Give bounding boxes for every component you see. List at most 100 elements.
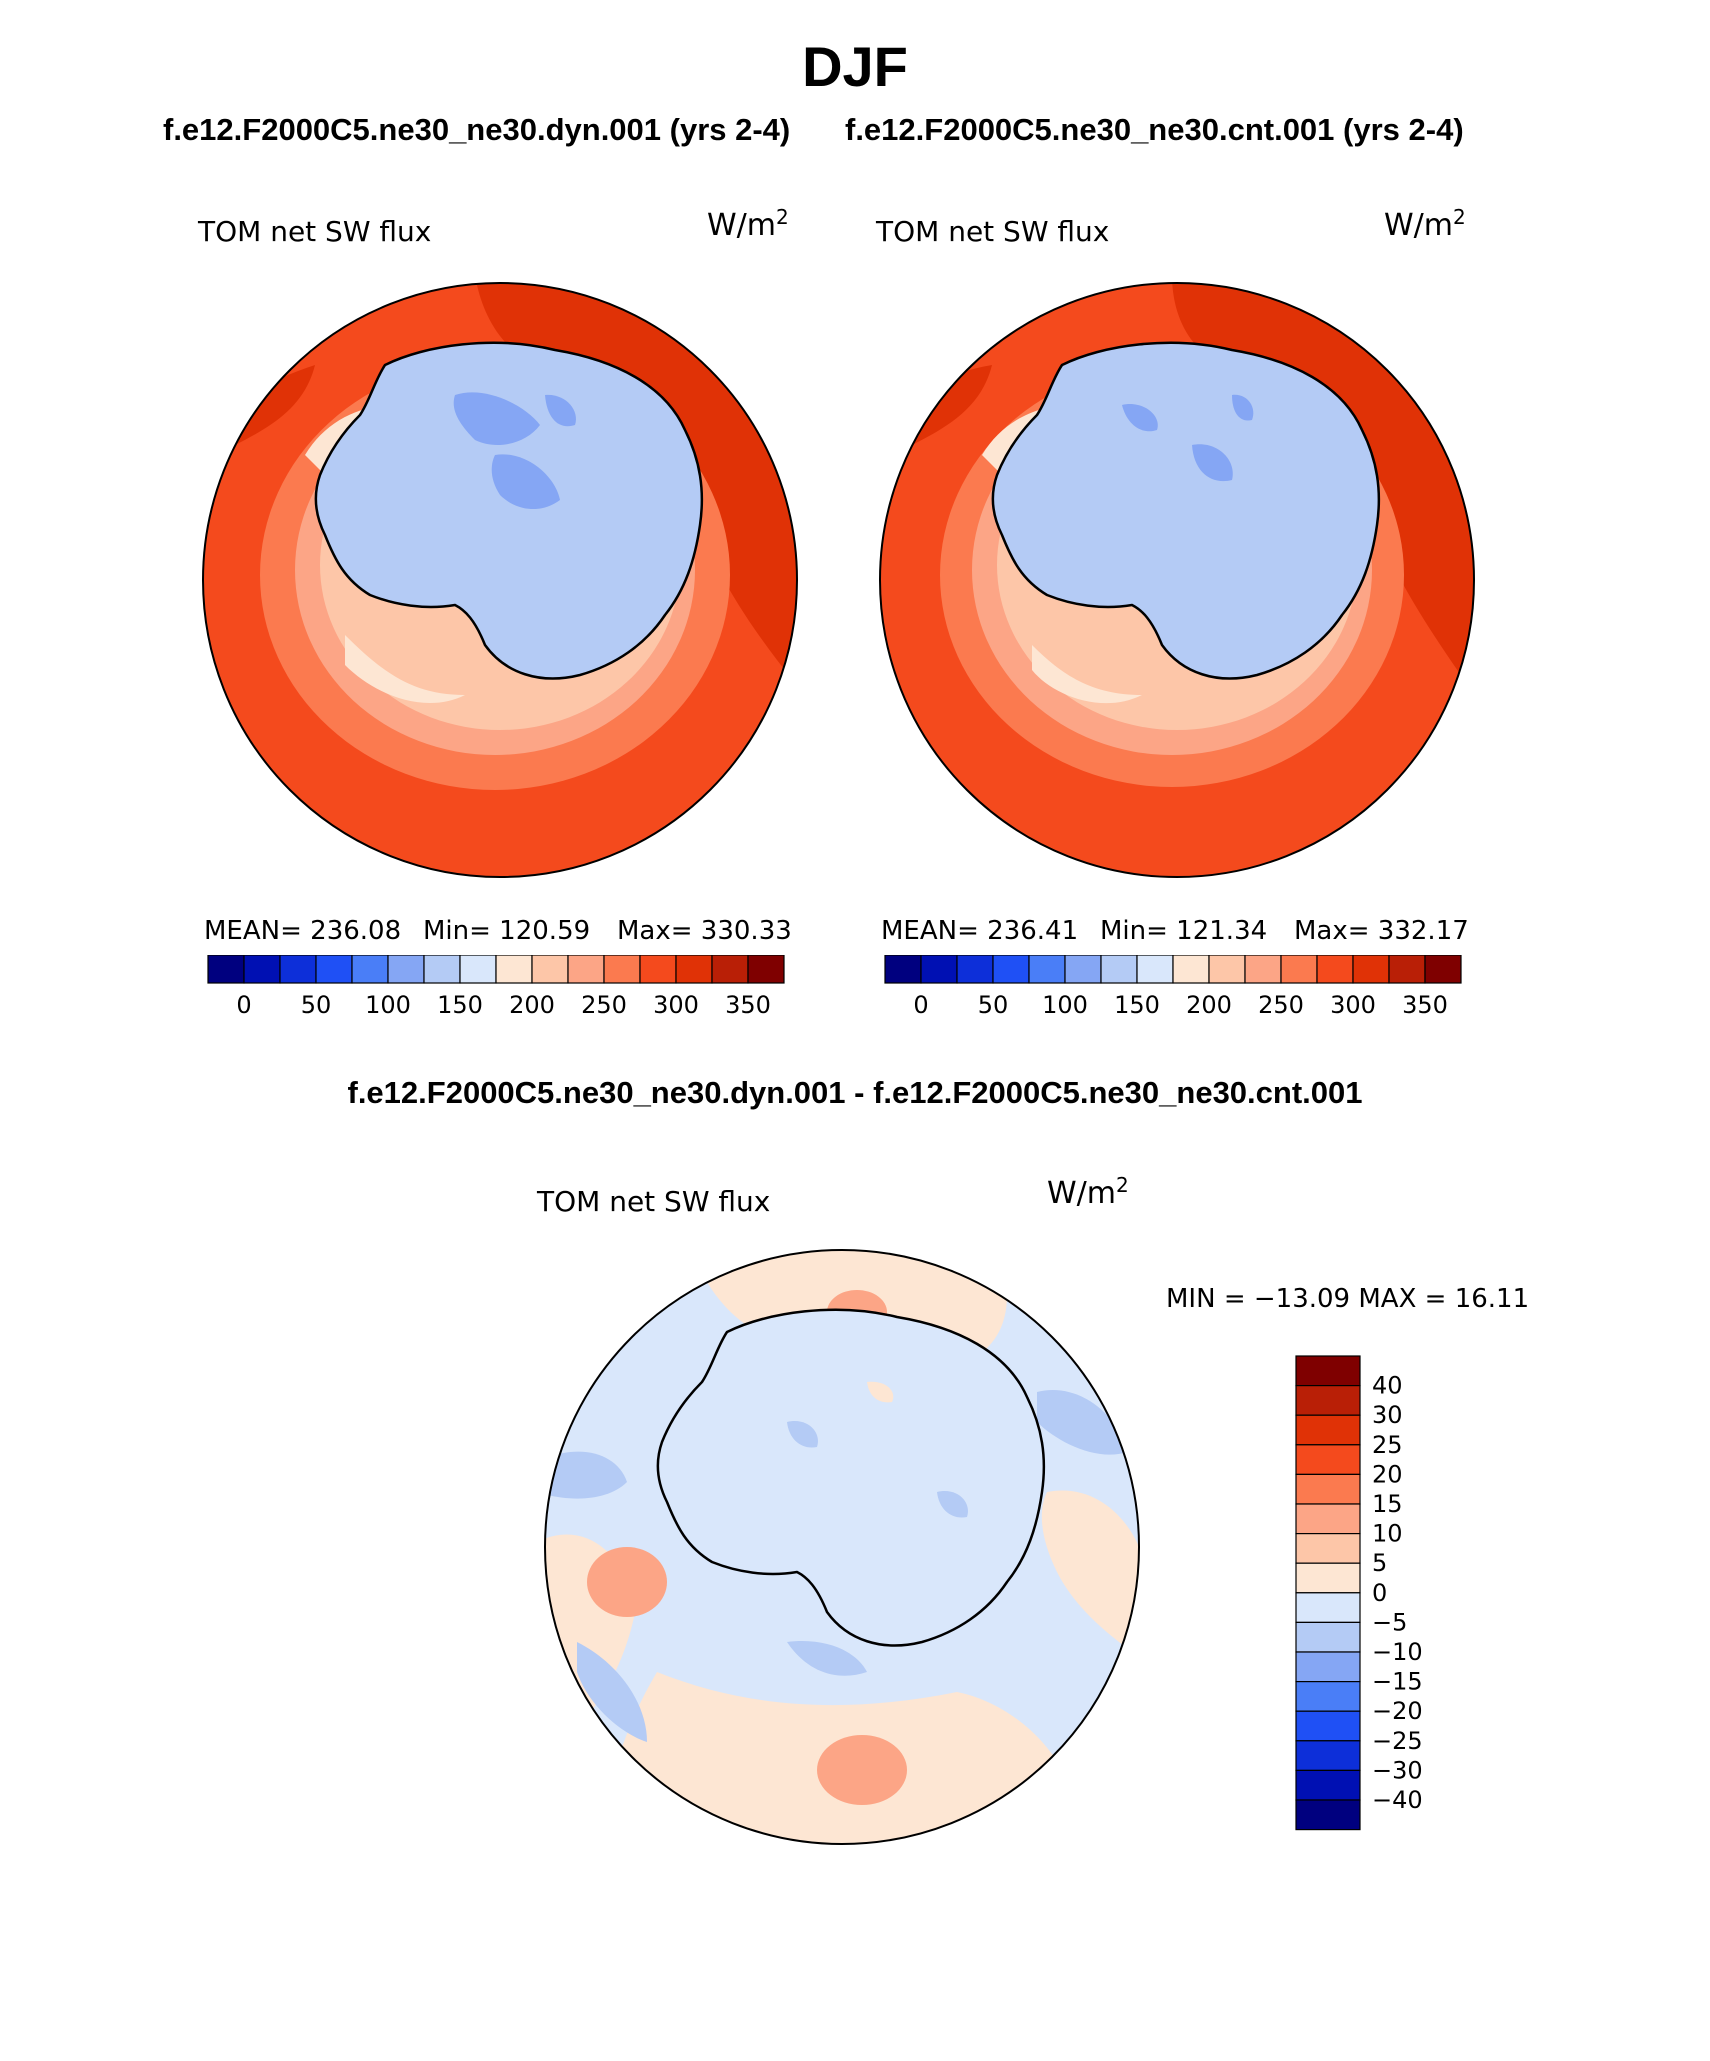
colorbar-tick-label: 0 [913,991,928,1019]
colorbar-swatch [711,955,749,984]
colorbar-swatch [1295,1710,1361,1742]
panel2-units-label: W/m2 [1384,205,1466,243]
colorbar-swatch [992,955,1030,984]
colorbar-swatch [603,955,641,984]
colorbar-swatch [1295,1621,1361,1653]
map-negative-anomaly [937,1491,968,1518]
colorbar-swatch [747,955,785,984]
colorbar-swatch [920,955,958,984]
colorbar-swatch [423,955,461,984]
season-title: DJF [802,35,908,98]
map-low-flux-region [1232,394,1254,421]
colorbar-tick-label: 250 [1258,991,1304,1019]
panel2-max-label: Max= 332.17 [1294,916,1469,946]
colorbar-tick-label: 50 [978,991,1009,1019]
colorbar-swatch [1172,955,1210,984]
map-boundary-circle [202,282,798,878]
map-negative-anomaly [1037,1390,1127,1455]
colorbar-swatch [1388,955,1426,984]
colorbar-tick-label: 200 [1186,991,1232,1019]
colorbar-tick-label: 200 [509,991,555,1019]
colorbar-swatch [1295,1444,1361,1476]
map-low-flux-region [545,394,576,427]
panel1-mean-label: MEAN= 236.08 [204,916,402,946]
colorbar-tick-label: 300 [1330,991,1376,1019]
colorbar-tick-label: 350 [725,991,771,1019]
panel1-max-label: Max= 330.33 [617,916,792,946]
panel3-difference-polar-map [544,1249,1140,1845]
colorbar-tick-label: 30 [1372,1401,1403,1429]
colorbar-swatch [1295,1414,1361,1446]
colorbar-swatch [1295,1769,1361,1801]
colorbar-swatch [1295,1799,1361,1831]
antarctica-landmass [656,1308,1046,1647]
colorbar-swatch [459,955,497,984]
panel1-colorbar: 0 50 100 150 200 250 300 350 [207,955,785,1019]
colorbar-swatch [884,955,922,984]
panel2-min-label: Min= 121.34 [1100,916,1268,946]
panel1-units-label: W/m2 [707,205,789,243]
colorbar-swatch [1244,955,1282,984]
colorbar-swatch [1208,955,1246,984]
colorbar-swatch [351,955,389,984]
colorbar-tick-label: 350 [1402,991,1448,1019]
map-negative-anomaly [577,1642,647,1742]
colorbar-swatch [1136,955,1174,984]
map-low-flux-region [1122,404,1158,432]
colorbar-tick-label: 250 [581,991,627,1019]
map-low-flux-region [453,392,540,445]
antarctica-landmass [991,341,1381,680]
map-boundary-circle [879,282,1475,878]
right-case-title: f.e12.F2000C5.ne30_ne30.cnt.001 (yrs 2-4… [845,112,1464,147]
colorbar-swatch [1295,1681,1361,1712]
colorbar-tick-label: 5 [1372,1549,1387,1577]
map-positive-anomaly [1041,1490,1139,1662]
panel1-min-label: Min= 120.59 [423,916,591,946]
colorbar-swatch [1424,955,1462,984]
colorbar-swatch [1028,955,1066,984]
colorbar-tick-label: −40 [1372,1786,1423,1814]
colorbar-swatch [1280,955,1318,984]
colorbar-swatch [1295,1473,1361,1505]
colorbar-swatch [1295,1592,1361,1624]
map-transition-band [345,635,465,704]
panel3-units-label: W/m2 [1047,1173,1129,1211]
colorbar-tick-label: 0 [236,991,251,1019]
colorbar-tick-label: 25 [1372,1431,1403,1459]
colorbar-swatch [956,955,994,984]
map-negative-anomaly [787,1421,818,1448]
colorbar-tick-label: 100 [1042,991,1088,1019]
colorbar-tick-label: 150 [1114,991,1160,1019]
colorbar-swatch [1352,955,1390,984]
colorbar-tick-label: −10 [1372,1638,1423,1666]
colorbar-tick-label: 15 [1372,1490,1403,1518]
colorbar-swatch [495,955,533,984]
panel2-variable-label: TOM net SW flux [876,215,1110,248]
colorbar-swatch [531,955,569,984]
colorbar-swatch [567,955,605,984]
map-boundary-circle [544,1249,1140,1845]
colorbar-swatch [1295,1355,1361,1387]
map-positive-anomaly [817,1735,907,1805]
colorbar-swatch [1295,1651,1361,1683]
map-positive-anomaly [867,1381,894,1403]
colorbar-tick-label: 50 [301,991,332,1019]
colorbar-swatch [243,955,281,984]
map-low-flux-region [491,454,560,510]
colorbar-swatch [1295,1562,1361,1594]
colorbar-swatch [207,955,245,984]
colorbar-swatch [1295,1385,1361,1416]
map-positive-anomaly [587,1547,667,1617]
panel3-variable-label: TOM net SW flux [537,1185,771,1218]
colorbar-swatch [675,955,713,984]
colorbar-swatch [1064,955,1102,984]
map-negative-anomaly [545,1451,627,1499]
colorbar-tick-label: 300 [653,991,699,1019]
panel3-minmax-label: MIN = −13.09 MAX = 16.11 [1166,1284,1530,1314]
panel2-mean-label: MEAN= 236.41 [881,916,1079,946]
colorbar-tick-label: 20 [1372,1460,1403,1488]
colorbar-tick-label: −5 [1372,1608,1407,1636]
colorbar-tick-label: −20 [1372,1697,1423,1725]
colorbar-swatch [1100,955,1138,984]
